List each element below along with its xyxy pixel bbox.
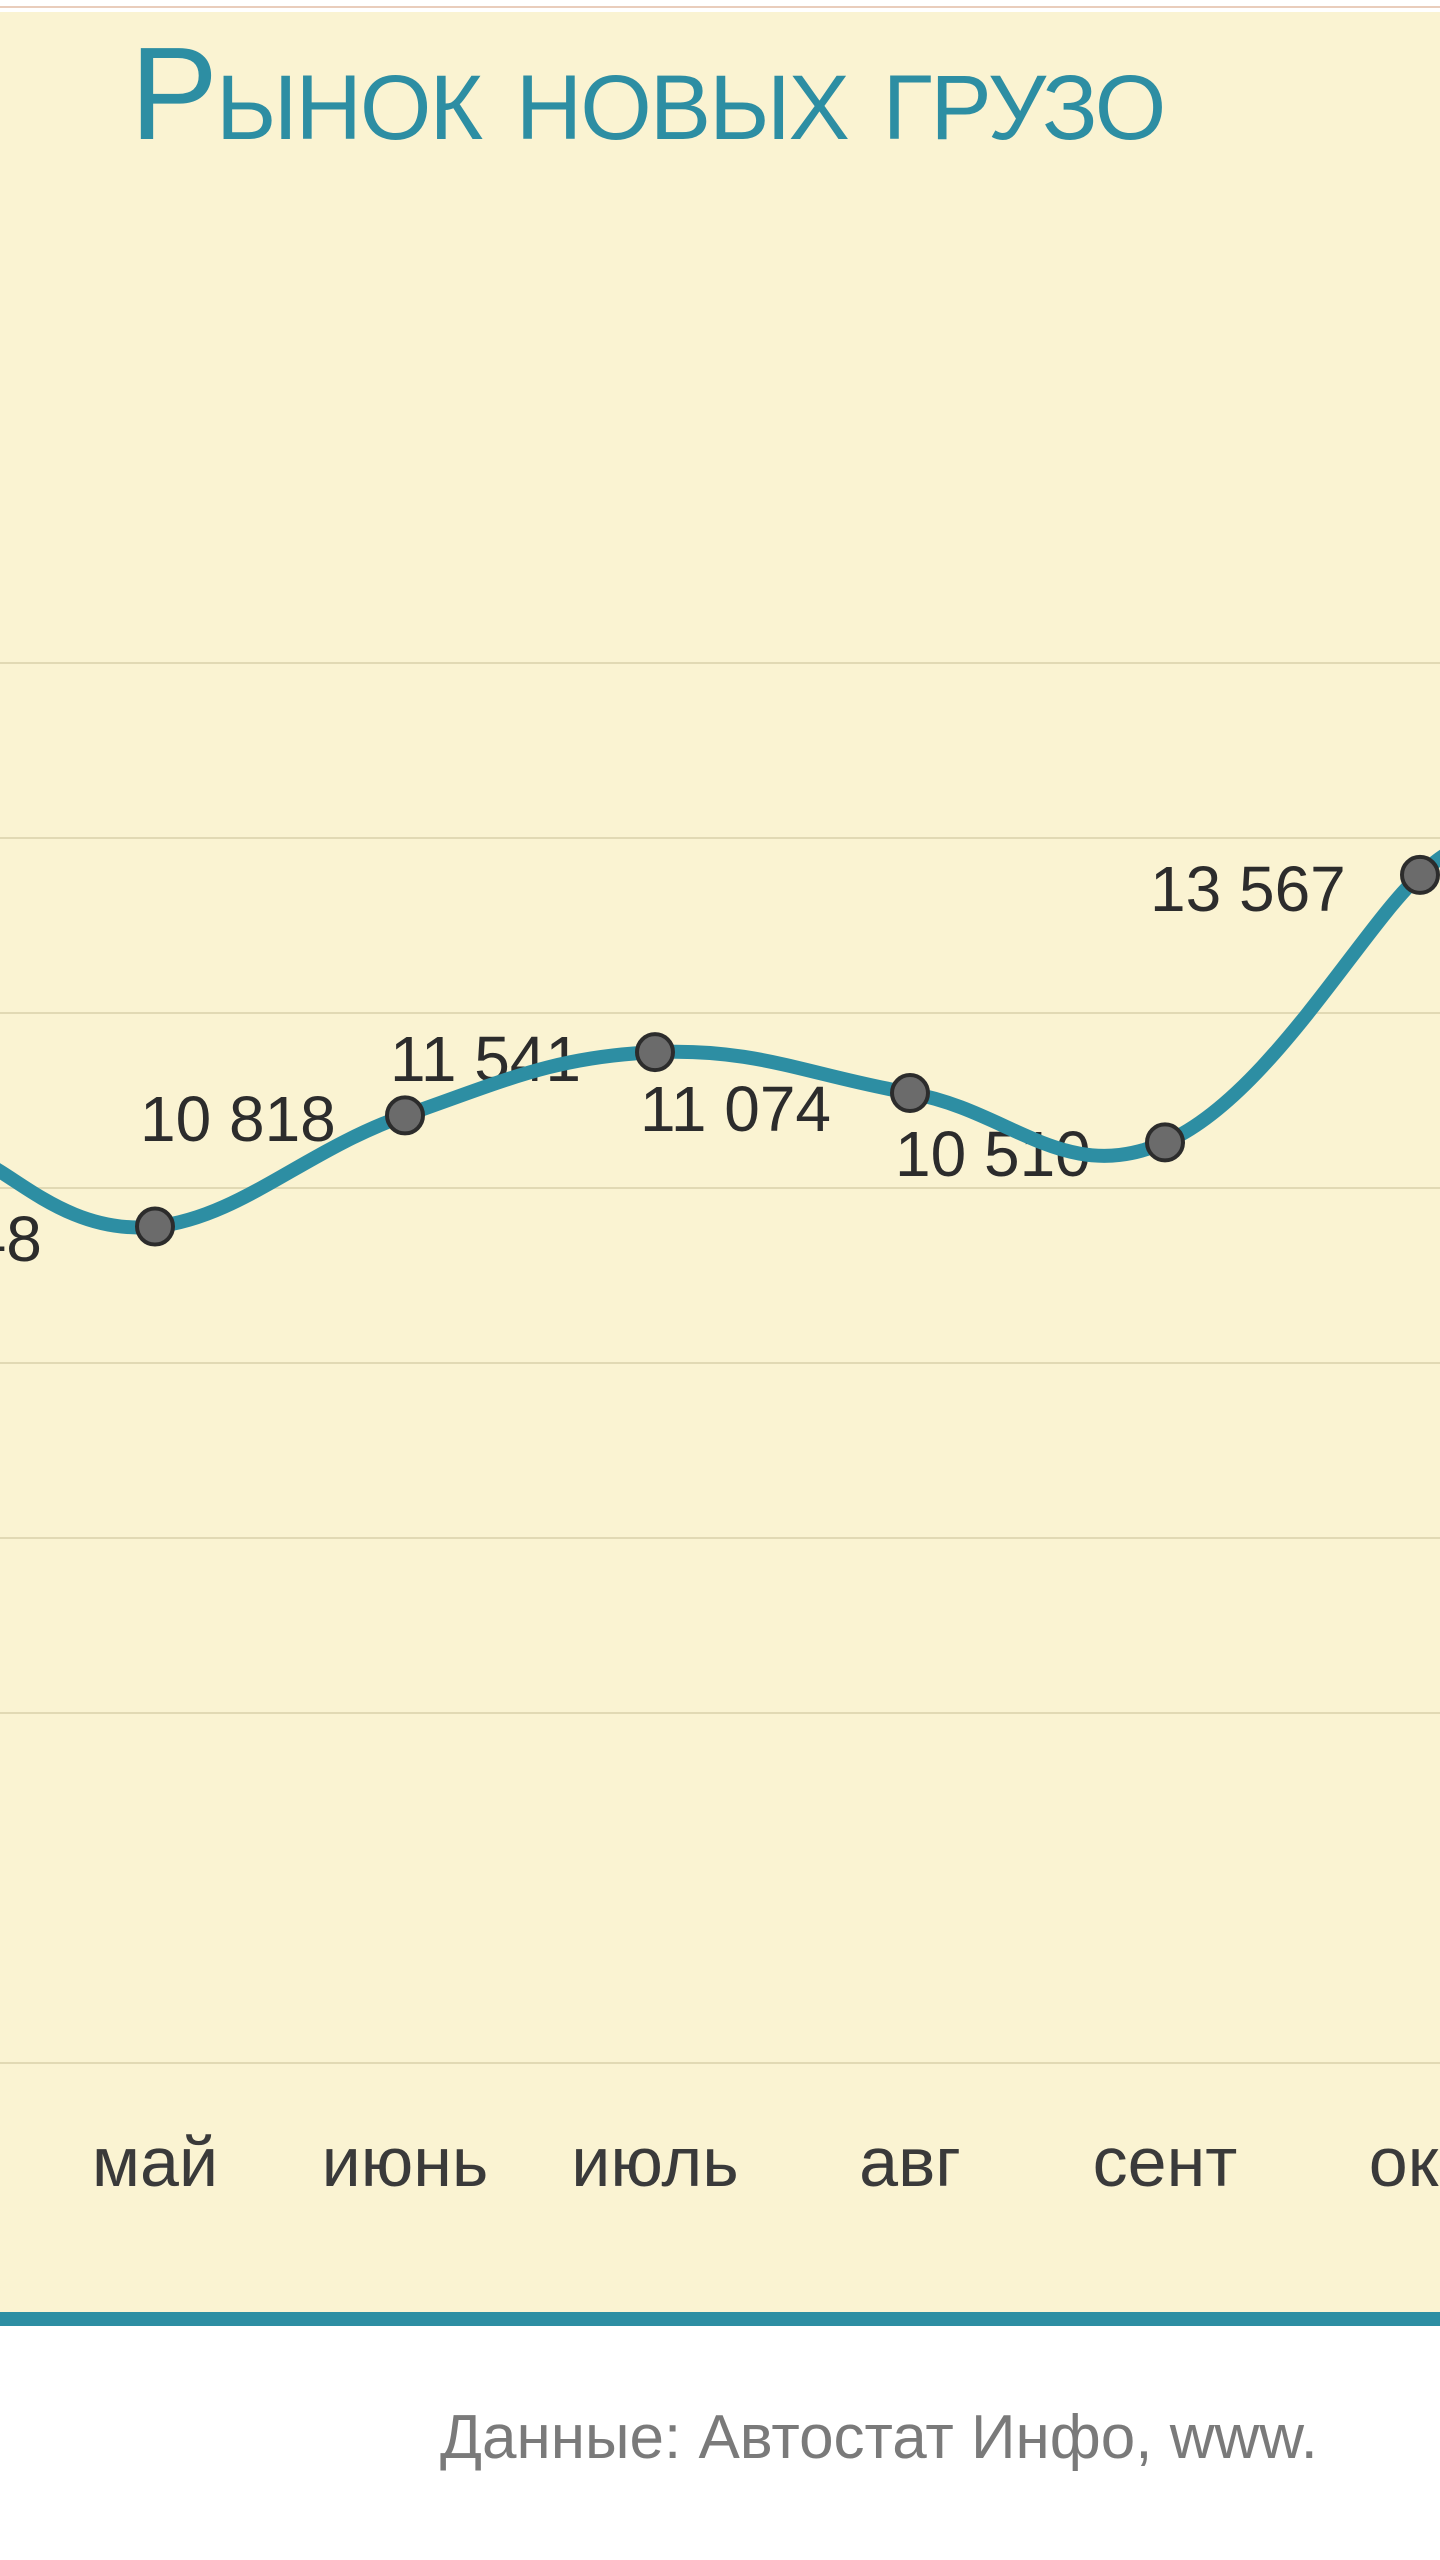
data-credit: Данные: Автостат Инфо, www. bbox=[440, 2402, 1318, 2473]
series-line bbox=[0, 851, 1440, 1227]
chart-title: Рынок новых грузо bbox=[130, 18, 1164, 169]
data-point-marker bbox=[387, 1097, 423, 1133]
data-point-marker bbox=[892, 1075, 928, 1111]
line-series bbox=[0, 242, 1440, 2242]
data-point-marker bbox=[1147, 1124, 1183, 1160]
chart-card: Рынок новых грузо майиюньиюльавгсентокт5… bbox=[0, 12, 1440, 2326]
top-rule bbox=[0, 6, 1440, 8]
data-point-marker bbox=[637, 1034, 673, 1070]
data-point-marker bbox=[137, 1209, 173, 1245]
data-point-marker bbox=[1402, 857, 1438, 893]
chart-plot-area: майиюньиюльавгсентокт54810 81811 54111 0… bbox=[0, 242, 1440, 2242]
page: Рынок новых грузо майиюньиюльавгсентокт5… bbox=[0, 0, 1440, 2560]
